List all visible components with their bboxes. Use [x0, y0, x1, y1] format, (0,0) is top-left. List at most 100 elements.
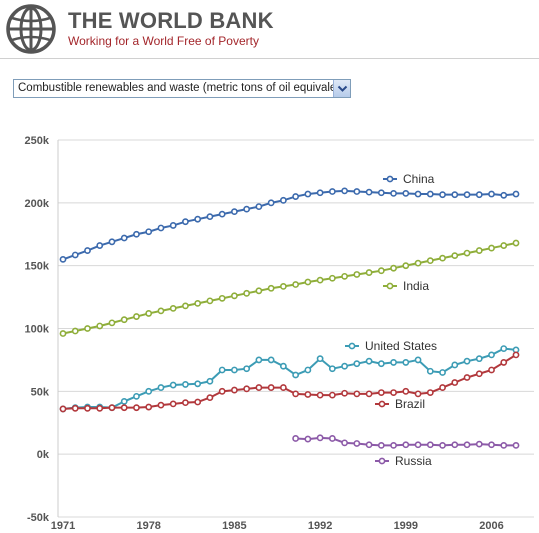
data-point — [218, 366, 226, 374]
data-point — [365, 390, 373, 398]
legend-russia: Russia — [375, 454, 432, 468]
data-point — [279, 362, 287, 370]
data-point — [316, 391, 324, 399]
data-point — [255, 384, 263, 391]
x-tick-label: 1985 — [222, 520, 246, 532]
data-point — [512, 190, 520, 198]
data-point — [133, 313, 140, 320]
series-labels: China India United States Brazil Russia — [345, 172, 437, 468]
data-point — [243, 205, 251, 213]
data-point — [475, 355, 483, 363]
data-point — [341, 439, 348, 447]
data-point — [328, 391, 336, 399]
series-brazil — [59, 351, 520, 413]
data-point — [292, 371, 300, 379]
series-line-china — [62, 189, 517, 261]
data-point — [488, 441, 495, 449]
series-india — [59, 239, 520, 337]
data-point — [402, 190, 410, 197]
data-point — [402, 359, 410, 366]
data-point — [182, 218, 189, 226]
data-point — [194, 215, 202, 223]
data-point — [279, 196, 287, 204]
y-tick-label: 150k — [25, 261, 50, 273]
data-point — [488, 351, 495, 359]
data-point — [426, 257, 434, 265]
series-line-united-states — [62, 347, 517, 410]
x-tick-label: 1999 — [394, 520, 418, 532]
world-bank-globe-logo[interactable] — [6, 4, 56, 54]
data-point — [439, 254, 446, 262]
data-point — [426, 190, 434, 198]
data-point — [426, 389, 434, 396]
data-point — [84, 325, 91, 332]
data-point — [353, 360, 361, 368]
x-tick-label: 2006 — [479, 520, 503, 532]
legend-brazil: Brazil — [375, 397, 425, 411]
brand-title[interactable]: THE WORLD BANK — [68, 8, 274, 33]
data-point — [402, 441, 410, 449]
data-point — [243, 385, 251, 393]
data-point — [500, 345, 508, 353]
data-point — [512, 239, 520, 247]
data-point — [157, 401, 165, 409]
data-point — [231, 386, 238, 394]
data-point — [108, 319, 116, 327]
legend-label: United States — [365, 339, 437, 353]
data-point — [402, 387, 410, 395]
data-point — [414, 190, 422, 198]
dropdown-button[interactable] — [333, 80, 350, 97]
data-point — [341, 362, 348, 370]
data-point — [59, 255, 67, 263]
data-point — [377, 441, 385, 449]
data-point — [341, 272, 348, 280]
data-point — [231, 292, 238, 300]
data-point — [475, 370, 483, 378]
data-point — [365, 441, 373, 449]
data-point — [96, 322, 104, 330]
data-point — [402, 262, 410, 270]
data-point — [157, 224, 165, 232]
indicator-select[interactable]: Combustible renewables and waste (metric… — [13, 79, 351, 98]
data-point — [439, 369, 446, 376]
data-point — [463, 357, 471, 365]
data-point — [145, 310, 153, 317]
data-point — [414, 259, 422, 267]
data-point — [353, 188, 361, 195]
data-point — [500, 191, 508, 199]
data-point — [390, 359, 397, 366]
data-point — [218, 294, 226, 302]
data-point — [206, 213, 214, 221]
data-point — [463, 249, 471, 257]
data-point — [390, 441, 397, 449]
data-point — [353, 440, 361, 447]
data-point — [488, 366, 495, 374]
data-point — [84, 404, 91, 412]
data-point — [255, 203, 263, 211]
data-point — [377, 267, 385, 275]
data-point — [316, 434, 324, 442]
data-point — [120, 316, 128, 324]
data-point — [145, 403, 153, 411]
data-point — [169, 222, 177, 229]
legend-marker — [348, 342, 356, 350]
data-point — [206, 297, 214, 305]
data-point — [500, 242, 508, 249]
data-point — [243, 289, 251, 297]
data-point — [59, 405, 67, 413]
legend-marker — [386, 282, 394, 290]
legend-india: India — [383, 279, 429, 293]
data-point — [328, 365, 336, 373]
y-tick-label: 50k — [31, 386, 50, 398]
x-tick-labels: 1971 1978 1985 1992 1999 2006 — [51, 520, 504, 532]
data-point — [451, 441, 459, 449]
data-point — [255, 356, 263, 364]
data-point — [414, 390, 422, 398]
data-point — [341, 187, 348, 195]
data-point — [304, 391, 312, 398]
data-point — [341, 389, 348, 397]
data-point — [304, 190, 312, 198]
brand: THE WORLD BANK Working for a World Free … — [68, 9, 274, 49]
data-point — [475, 440, 483, 448]
data-point — [512, 441, 520, 449]
